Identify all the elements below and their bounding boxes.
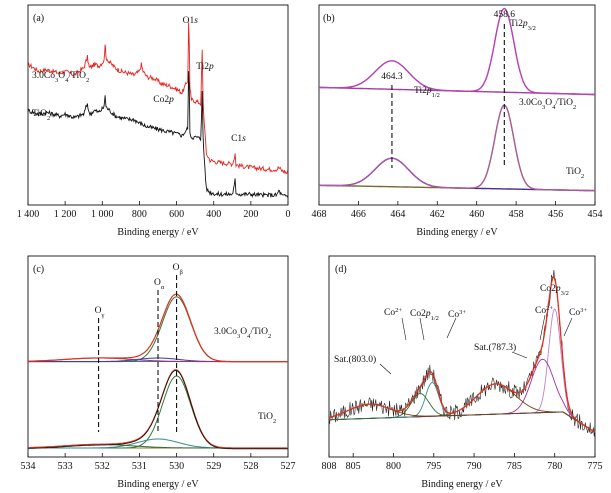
panel-b-xtick-label: 458 bbox=[509, 209, 524, 220]
panel-b-peak-value-464: 464.3 bbox=[381, 72, 403, 82]
panel-b-label-ti2p12: Ti2p1/2 bbox=[414, 86, 440, 99]
panel-d-xtick-label: 808 bbox=[322, 461, 337, 472]
panel-d-xtick-label: 780 bbox=[547, 461, 562, 472]
panel-d-component-co3p-795 bbox=[329, 382, 596, 433]
panel-a-label: (a) bbox=[33, 13, 44, 24]
panel-c-xtick-label: 530 bbox=[169, 461, 184, 472]
panel-b-label-ti2p32: Ti2p3/2 bbox=[510, 19, 536, 32]
panel-b-xlabel: Binding energy / eV bbox=[416, 227, 498, 238]
panel-a-xtick-label: 1 000 bbox=[91, 209, 114, 220]
panel-d-pointer bbox=[401, 317, 407, 341]
panel-c-xtick-label: 529 bbox=[206, 461, 221, 472]
panel-d-label-co2p12: Co2p1/2 bbox=[410, 309, 439, 322]
panel-d-xtick-label: 795 bbox=[426, 461, 441, 472]
panel-c-xtick-label: 534 bbox=[21, 461, 36, 472]
panel-d-label-sat787: Sat.(787.3) bbox=[474, 342, 516, 353]
panel-a-legend-co3o4-tio2: 3.0Co3O4/TiO2 bbox=[32, 71, 89, 84]
panel-b-xtick-label: 468 bbox=[312, 209, 327, 220]
panel-d-xtick-label: 790 bbox=[467, 461, 482, 472]
panel-a-xtick-label: 1 200 bbox=[54, 209, 77, 220]
panel-b-legend-co3o4-tio2: 3.0Co3O4/TiO2 bbox=[519, 98, 576, 111]
panel-d-plot: 808 805 800 795 790 785 780 775Co2p3/2Co3+Co2+S… bbox=[322, 269, 603, 472]
panel-d-label-sat803: Sat.(803.0) bbox=[334, 354, 376, 365]
panel-a-xtick-label: 1 400 bbox=[17, 209, 40, 220]
panel-b-label: (b) bbox=[323, 13, 335, 24]
panel-c-plot: 534 533 532 531 530 529 528 527 Oγ Oα Oβ 3.0Co3O4/T… bbox=[21, 263, 296, 472]
panel-b-plot: 468 466 464 462 460 458 456 454 464.3 458.6 Ti2p1/… bbox=[312, 7, 603, 220]
panel-b-xtick-label: 460 bbox=[469, 209, 484, 220]
panel-a-frame bbox=[27, 4, 289, 206]
panel-b-xtick-label: 466 bbox=[351, 209, 366, 220]
panel-a-label-o1s: O1s bbox=[183, 16, 199, 26]
panel-a-series-tio2 bbox=[27, 71, 289, 198]
panel-d-label-co3-right: Co3+ bbox=[569, 307, 587, 319]
panel-c-label-o-alpha: Oα bbox=[154, 278, 165, 291]
panel-d-envelope bbox=[328, 276, 596, 433]
panel-c-xtick-label: 533 bbox=[58, 461, 73, 472]
panel-a-xtick-label: 200 bbox=[243, 209, 258, 220]
panel-d-label-co2p32: Co2p3/2 bbox=[540, 284, 569, 297]
panel-c-legend-co3o4-tio2: 3.0Co3O4/TiO2 bbox=[214, 327, 271, 340]
panel-b-frame bbox=[318, 4, 596, 206]
panel-b-xtick-label: 462 bbox=[430, 209, 445, 220]
panel-a-xtick-label: 800 bbox=[132, 209, 147, 220]
panel-c-xtick-label: 528 bbox=[243, 461, 258, 472]
panel-c-envelope-upper bbox=[28, 293, 288, 363]
panel-d-xtick-label: 805 bbox=[346, 461, 361, 472]
panel-d-xtick-label: 775 bbox=[588, 461, 603, 472]
panel-c-xtick-label: 527 bbox=[281, 461, 296, 472]
panel-b-peak-ti2p32-upper bbox=[319, 7, 595, 96]
panel-d-pointer bbox=[563, 317, 573, 337]
panel-d-xtick-label: 785 bbox=[507, 461, 522, 472]
panel-a-label-co2p: Co2p bbox=[153, 95, 174, 105]
panel-d-label-co3-low: Co3+ bbox=[448, 309, 466, 321]
panel-c-raw-lower bbox=[28, 370, 288, 450]
panel-d-label-co2-left: Co2+ bbox=[384, 307, 402, 319]
panel-a-xtick-label: 0 bbox=[286, 209, 291, 220]
panel-b-xtick-label: 454 bbox=[588, 209, 603, 220]
panel-d-xlabel: Binding energy / eV bbox=[421, 479, 503, 490]
panel-c-label-o-gamma: Oγ bbox=[95, 306, 105, 319]
panel-c-frame bbox=[27, 255, 289, 458]
panel-d-label-co2-mid: Co2+ bbox=[535, 305, 553, 317]
panel-a-series-co3o4-tio2 bbox=[27, 22, 289, 175]
panel-a-label-c1s: C1s bbox=[231, 134, 246, 144]
panel-b-peak-ti2p32-lower bbox=[319, 104, 596, 192]
panel-b-envelope-lower bbox=[319, 104, 596, 192]
panel-b-peak-ti2p12-upper bbox=[319, 60, 595, 96]
panel-a-xlabel: Binding energy / eV bbox=[117, 227, 199, 238]
panel-a-xtick-label: 600 bbox=[169, 209, 184, 220]
panel-a-plot: 1 400 1 200 1 000 800 600 400 200 0 O1s Ti2p C1s Co… bbox=[17, 16, 291, 220]
panel-d-raw-spectrum bbox=[328, 269, 596, 437]
panel-c-xtick-label: 531 bbox=[132, 461, 147, 472]
panel-b-xtick-label: 456 bbox=[548, 209, 563, 220]
panel-b-peak-value-458: 458.6 bbox=[494, 10, 516, 20]
panel-c-legend-tio2: TiO2 bbox=[258, 412, 276, 425]
panel-c-xlabel: Binding energy / eV bbox=[117, 479, 199, 490]
panel-d-pointer bbox=[511, 351, 528, 359]
panel-b-xtick-label: 464 bbox=[390, 209, 405, 220]
panel-d-component-co2p-781 bbox=[329, 358, 596, 433]
panel-c-xtick-label: 532 bbox=[95, 461, 110, 472]
panel-c-label-o-beta: Oβ bbox=[173, 263, 184, 276]
panel-b-envelope-upper bbox=[319, 7, 595, 95]
panel-d-pointer bbox=[446, 317, 457, 339]
panel-d-label: (d) bbox=[335, 264, 347, 275]
panel-b-legend-tio2: TiO2 bbox=[566, 167, 584, 180]
panel-d-xtick-label: 800 bbox=[386, 461, 401, 472]
panel-d-pointer bbox=[539, 314, 546, 341]
panel-a-xtick-label: 400 bbox=[206, 209, 221, 220]
panel-a-label-ti2p: Ti2p bbox=[196, 62, 214, 72]
panel-a-legend-tio2: TiO2 bbox=[32, 109, 50, 122]
panel-d-frame bbox=[328, 255, 596, 458]
panel-d-pointer bbox=[379, 363, 392, 375]
panel-d-pointer bbox=[419, 317, 425, 341]
panel-c-label: (c) bbox=[33, 264, 44, 275]
